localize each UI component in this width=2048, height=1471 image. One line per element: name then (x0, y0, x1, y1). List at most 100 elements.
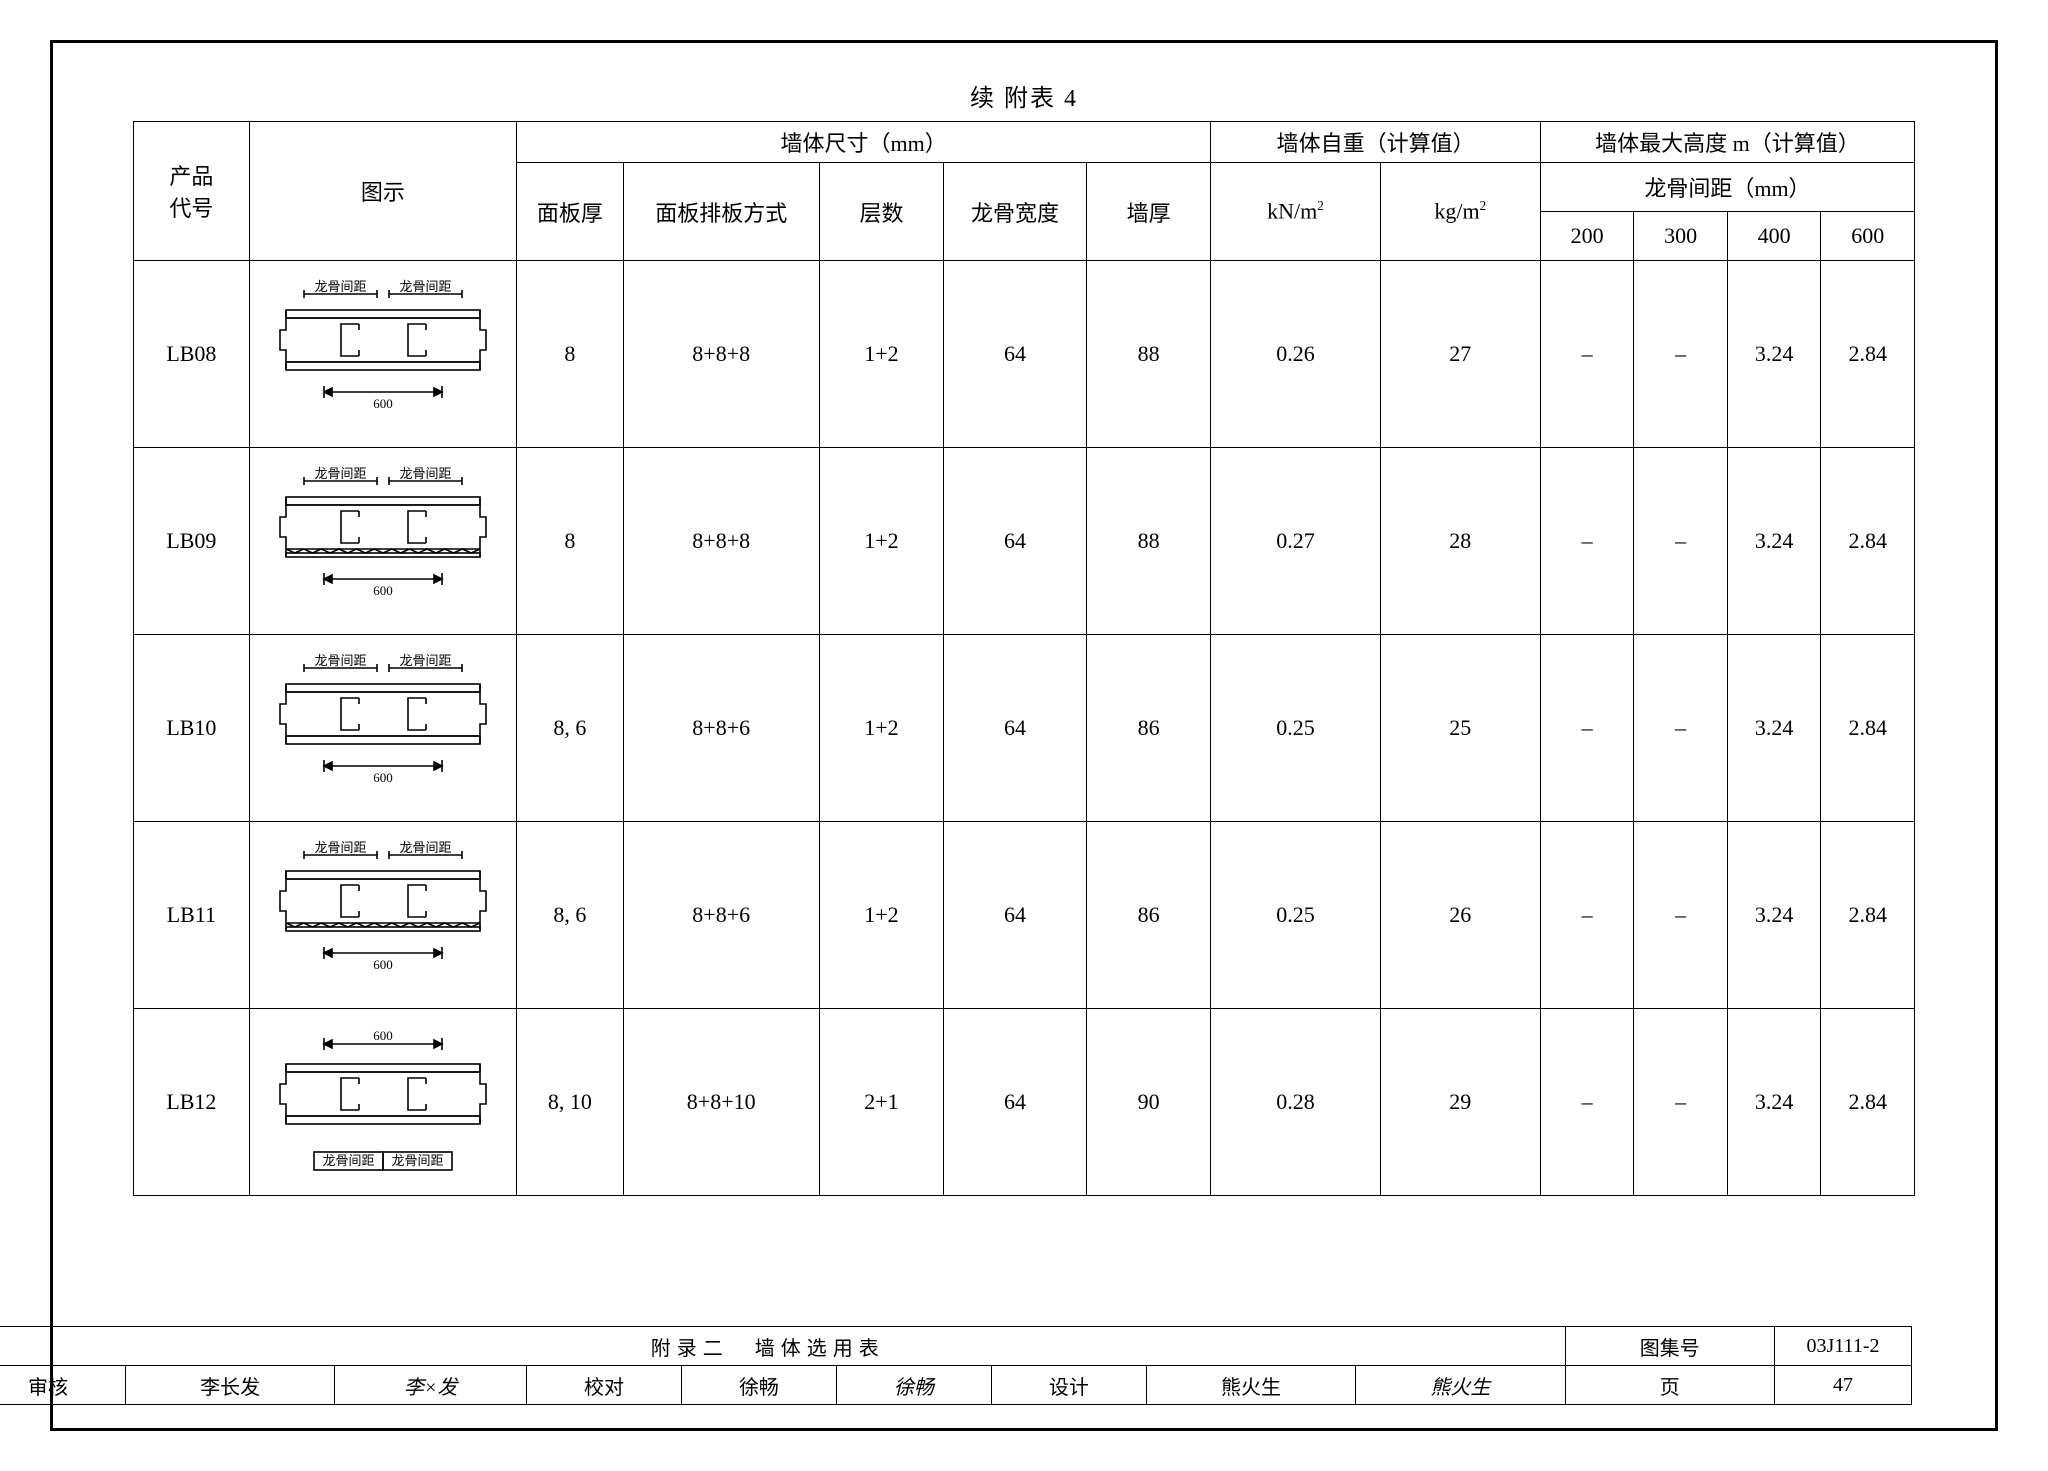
cell-s400: 3.24 (1727, 1009, 1821, 1196)
cell-diagram: 龙骨间距龙骨间距600 (249, 261, 516, 448)
cell-code: LB12 (134, 1009, 250, 1196)
col-code: 产品 代号 (134, 122, 250, 261)
cell-s200: – (1540, 448, 1634, 635)
col-spacing-group: 龙骨间距（mm） (1540, 163, 1914, 212)
col-max-height-group: 墙体最大高度 m（计算值） (1540, 122, 1914, 163)
table-row: LB09龙骨间距龙骨间距60088+8+81+264880.2728––3.24… (134, 448, 1915, 635)
title-block: 附录二 墙体选用表 图集号 03J111-2 审核 李长发 李×发 校对 徐畅 … (0, 1326, 1912, 1405)
cell-layers: 1+2 (819, 635, 944, 822)
cell-kn: 0.25 (1211, 822, 1380, 1009)
cell-stud-width: 64 (944, 448, 1086, 635)
cell-layers: 1+2 (819, 822, 944, 1009)
cell-kg: 29 (1380, 1009, 1540, 1196)
col-kg: kg/m2 (1380, 163, 1540, 261)
svg-text:龙骨间距: 龙骨间距 (399, 653, 451, 668)
cell-s200: – (1540, 261, 1634, 448)
cell-s600: 2.84 (1821, 1009, 1915, 1196)
review-signature: 李×发 (335, 1366, 527, 1405)
col-600: 600 (1821, 212, 1915, 261)
cell-wall-thick: 88 (1086, 448, 1211, 635)
drawing-title: 附录二 墙体选用表 (0, 1327, 1565, 1366)
cell-s300: – (1634, 822, 1728, 1009)
cell-s300: – (1634, 1009, 1728, 1196)
cell-s400: 3.24 (1727, 448, 1821, 635)
check-signature: 徐畅 (836, 1366, 991, 1405)
cell-layers: 1+2 (819, 261, 944, 448)
cell-code: LB10 (134, 635, 250, 822)
cell-wall-thick: 86 (1086, 635, 1211, 822)
cell-wall-thick: 86 (1086, 822, 1211, 1009)
cell-stud-width: 64 (944, 635, 1086, 822)
cell-panel-thick: 8 (516, 261, 623, 448)
col-200: 200 (1540, 212, 1634, 261)
drawing-set-value: 03J111-2 (1775, 1327, 1912, 1366)
cell-panel-thick: 8 (516, 448, 623, 635)
svg-text:600: 600 (373, 1028, 393, 1043)
design-label: 设计 (991, 1366, 1146, 1405)
cell-code: LB09 (134, 448, 250, 635)
wall-spec-table: 产品 代号 图示 墙体尺寸（mm） 墙体自重（计算值） 墙体最大高度 m（计算值… (133, 121, 1915, 1196)
cell-code: LB11 (134, 822, 250, 1009)
svg-text:龙骨间距: 龙骨间距 (322, 1153, 374, 1168)
cell-diagram: 龙骨间距 龙骨间距 600 (249, 635, 516, 822)
table-row: LB11龙骨间距龙骨间距6008, 68+8+61+264860.2526––3… (134, 822, 1915, 1009)
cell-s300: – (1634, 635, 1728, 822)
svg-text:600: 600 (373, 396, 393, 411)
svg-text:龙骨间距: 龙骨间距 (314, 840, 366, 855)
cell-diagram: 龙骨间距龙骨间距600 (249, 822, 516, 1009)
svg-text:龙骨间距: 龙骨间距 (399, 466, 451, 481)
cell-s400: 3.24 (1727, 635, 1821, 822)
svg-text:600: 600 (373, 770, 393, 785)
design-name: 熊火生 (1146, 1366, 1355, 1405)
cell-panel-thick: 8, 6 (516, 822, 623, 1009)
cell-wall-thick: 90 (1086, 1009, 1211, 1196)
cell-layers: 1+2 (819, 448, 944, 635)
col-panel-layout: 面板排板方式 (623, 163, 819, 261)
drawing-set-label: 图集号 (1565, 1327, 1774, 1366)
table-row: LB10龙骨间距龙骨间距6008, 68+8+61+264860.2525––3… (134, 635, 1915, 822)
check-label: 校对 (526, 1366, 681, 1405)
cell-s200: – (1540, 1009, 1634, 1196)
col-panel-thick: 面板厚 (516, 163, 623, 261)
col-self-weight-group: 墙体自重（计算值） (1211, 122, 1540, 163)
col-wall-thick: 墙厚 (1086, 163, 1211, 261)
check-name: 徐畅 (681, 1366, 836, 1405)
cell-panel-thick: 8, 6 (516, 635, 623, 822)
table-row: LB12600龙骨间距龙骨间距8, 108+8+102+164900.2829–… (134, 1009, 1915, 1196)
cell-kg: 26 (1380, 822, 1540, 1009)
col-wall-dim-group: 墙体尺寸（mm） (516, 122, 1211, 163)
page-value: 47 (1775, 1366, 1912, 1405)
col-diagram: 图示 (249, 122, 516, 261)
cell-stud-width: 64 (944, 261, 1086, 448)
cell-s200: – (1540, 635, 1634, 822)
cell-kg: 28 (1380, 448, 1540, 635)
cell-panel-thick: 8, 10 (516, 1009, 623, 1196)
cell-code: LB08 (134, 261, 250, 448)
cell-kn: 0.25 (1211, 635, 1380, 822)
col-kn: kN/m2 (1211, 163, 1380, 261)
cell-s200: – (1540, 822, 1634, 1009)
cell-kg: 27 (1380, 261, 1540, 448)
cell-kg: 25 (1380, 635, 1540, 822)
svg-text:龙骨间距: 龙骨间距 (314, 466, 366, 481)
cell-panel-layout: 8+8+10 (623, 1009, 819, 1196)
cell-kn: 0.26 (1211, 261, 1380, 448)
svg-text:600: 600 (373, 583, 393, 598)
design-signature: 熊火生 (1356, 1366, 1565, 1405)
cell-s600: 2.84 (1821, 448, 1915, 635)
col-300: 300 (1634, 212, 1728, 261)
cell-wall-thick: 88 (1086, 261, 1211, 448)
cell-kn: 0.27 (1211, 448, 1380, 635)
review-name: 李长发 (125, 1366, 334, 1405)
cell-diagram: 600 龙骨间距 龙骨间距 (249, 1009, 516, 1196)
cell-s600: 2.84 (1821, 261, 1915, 448)
table-caption: 续 附表 4 (133, 78, 1915, 113)
cell-s600: 2.84 (1821, 822, 1915, 1009)
cell-layers: 2+1 (819, 1009, 944, 1196)
cell-stud-width: 64 (944, 822, 1086, 1009)
cell-diagram: 龙骨间距 龙骨间距 600 (249, 448, 516, 635)
svg-text:龙骨间距: 龙骨间距 (391, 1153, 443, 1168)
cell-s400: 3.24 (1727, 261, 1821, 448)
cell-panel-layout: 8+8+8 (623, 261, 819, 448)
svg-text:龙骨间距: 龙骨间距 (314, 653, 366, 668)
